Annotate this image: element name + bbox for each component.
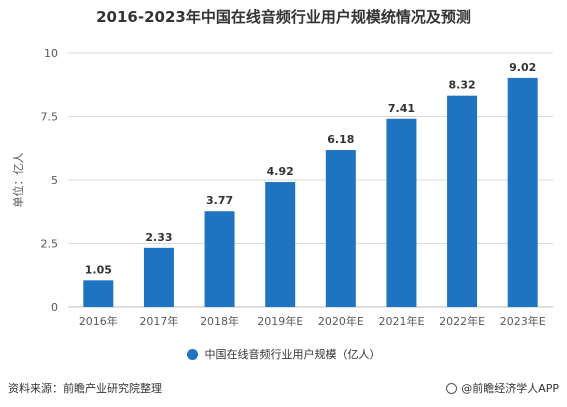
legend-marker (186, 348, 198, 360)
bar (386, 118, 417, 307)
source-note: 资料来源：前瞻产业研究院整理 (8, 382, 162, 395)
data-label: 1.05 (85, 263, 112, 276)
y-tick-label: 10 (44, 47, 58, 60)
x-tick-label: 2018年 (200, 314, 239, 328)
y-tick-label: 0 (51, 301, 58, 314)
brand-logo-icon (446, 382, 458, 394)
data-label: 8.32 (448, 79, 475, 92)
x-tick-label: 2017年 (139, 314, 178, 328)
bar (325, 150, 356, 307)
bar (204, 211, 235, 307)
data-label: 7.41 (388, 102, 415, 115)
data-label: 2.33 (145, 231, 172, 244)
data-label: 9.02 (509, 61, 536, 74)
bar (143, 247, 174, 307)
legend-label: 中国在线音频行业用户规模（亿人） (204, 348, 381, 361)
chart-title: 2016-2023年中国在线音频行业用户规模统情况及预测 (96, 8, 471, 26)
bar (447, 95, 478, 307)
x-tick-label: 2021年E (378, 314, 424, 328)
y-axis-label: 单位：亿人 (11, 153, 25, 208)
y-tick-label: 2.5 (41, 238, 59, 251)
brand-text: @前瞻经济学人APP (461, 382, 559, 395)
x-tick-label: 2020年E (318, 314, 364, 328)
data-label: 6.18 (327, 133, 354, 146)
legend: 中国在线音频行业用户规模（亿人） (0, 346, 567, 362)
x-tick-label: 2019年E (257, 314, 303, 328)
y-tick-label: 7.5 (41, 111, 59, 124)
x-tick-label: 2023年E (500, 314, 546, 328)
bar (265, 182, 296, 307)
x-tick-label: 2016年 (79, 314, 118, 328)
data-label: 3.77 (206, 194, 233, 207)
x-tick-label: 2022年E (439, 314, 485, 328)
bar (83, 280, 114, 307)
data-label: 4.92 (267, 165, 294, 178)
bar (507, 77, 538, 307)
brand-credit: @前瞻经济学人APP (446, 380, 559, 396)
y-tick-label: 5 (51, 174, 58, 187)
